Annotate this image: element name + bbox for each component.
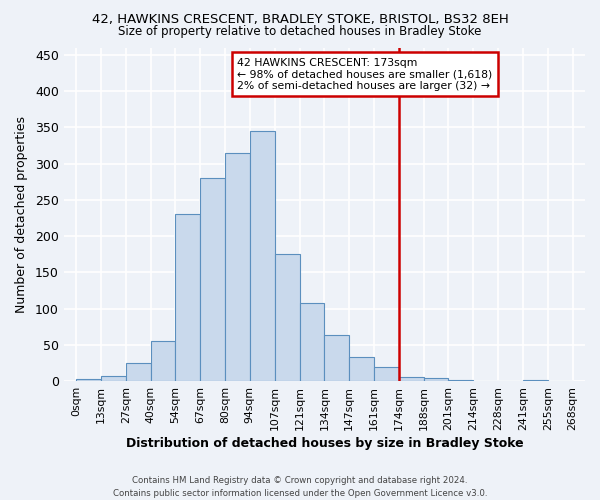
Bar bbox=[399, 377, 424, 381]
Bar bbox=[101, 376, 126, 381]
Bar bbox=[448, 380, 473, 381]
Bar bbox=[225, 152, 250, 381]
Text: 42 HAWKINS CRESCENT: 173sqm
← 98% of detached houses are smaller (1,618)
2% of s: 42 HAWKINS CRESCENT: 173sqm ← 98% of det… bbox=[238, 58, 493, 90]
Bar bbox=[76, 379, 101, 381]
Bar bbox=[325, 336, 349, 381]
Text: Size of property relative to detached houses in Bradley Stoke: Size of property relative to detached ho… bbox=[118, 25, 482, 38]
Bar bbox=[175, 214, 200, 381]
Bar bbox=[151, 342, 175, 381]
X-axis label: Distribution of detached houses by size in Bradley Stoke: Distribution of detached houses by size … bbox=[125, 437, 523, 450]
Bar bbox=[374, 366, 399, 381]
Bar bbox=[349, 358, 374, 381]
Bar bbox=[200, 178, 225, 381]
Bar bbox=[424, 378, 448, 381]
Bar bbox=[250, 131, 275, 381]
Bar bbox=[275, 254, 299, 381]
Bar bbox=[126, 363, 151, 381]
Bar bbox=[523, 380, 548, 381]
Text: 42, HAWKINS CRESCENT, BRADLEY STOKE, BRISTOL, BS32 8EH: 42, HAWKINS CRESCENT, BRADLEY STOKE, BRI… bbox=[92, 12, 508, 26]
Bar bbox=[299, 303, 325, 381]
Y-axis label: Number of detached properties: Number of detached properties bbox=[15, 116, 28, 313]
Text: Contains HM Land Registry data © Crown copyright and database right 2024.
Contai: Contains HM Land Registry data © Crown c… bbox=[113, 476, 487, 498]
